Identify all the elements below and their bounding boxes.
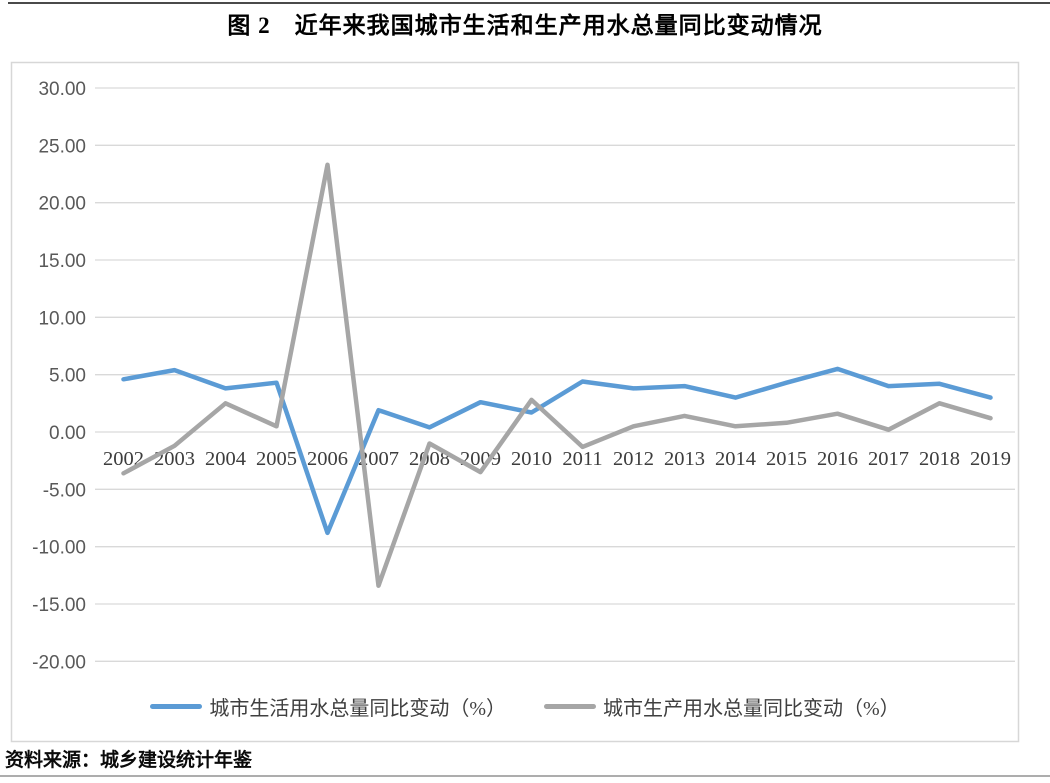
legend-label-production-water: 城市生产用水总量同比变动（%） bbox=[603, 698, 900, 720]
top-divider bbox=[8, 2, 1050, 4]
source-note: 资料来源：城乡建设统计年鉴 bbox=[5, 750, 253, 771]
x-axis-labels: 2002 2003 2004 2005 2006 2007 2008 2009 2010 2011… bbox=[103, 448, 1011, 470]
x-tick-label: 2005 bbox=[256, 448, 297, 470]
x-tick-label: 2008 bbox=[409, 448, 450, 470]
chart-title: 图 2 近年来我国城市生活和生产用水总量同比变动情况 bbox=[227, 13, 823, 38]
series-lines-group bbox=[121, 162, 993, 588]
x-tick-label: 2017 bbox=[868, 448, 909, 470]
x-tick-label: 2002 bbox=[103, 448, 144, 470]
y-tick-label: -10.00 bbox=[32, 538, 86, 559]
y-tick-label: -5.00 bbox=[43, 480, 86, 501]
x-tick-label: 2019 bbox=[970, 448, 1011, 470]
y-tick-label: 5.00 bbox=[49, 366, 86, 387]
y-tick-label: 30.00 bbox=[38, 79, 86, 100]
x-tick-label: 2004 bbox=[205, 448, 246, 470]
y-tick-label: -20.00 bbox=[32, 652, 86, 673]
domestic-water-line-swatch-icon bbox=[150, 704, 203, 709]
series-line-1 bbox=[121, 162, 993, 588]
x-tick-label: 2014 bbox=[715, 448, 756, 470]
production-water-line-swatch-icon bbox=[544, 704, 596, 709]
x-tick-label: 2013 bbox=[664, 448, 705, 470]
x-tick-label: 2010 bbox=[511, 448, 552, 470]
y-tick-label: 10.00 bbox=[38, 308, 86, 329]
legend: 城市生活用水总量同比变动（%） 城市生产用水总量同比变动（%） bbox=[0, 692, 1050, 721]
series-line-0 bbox=[121, 366, 993, 536]
legend-item-domestic-water: 城市生活用水总量同比变动（%） bbox=[150, 692, 506, 721]
chart-border bbox=[10, 61, 1020, 743]
bottom-divider bbox=[0, 775, 1050, 777]
y-axis-labels: 30.00 25.00 20.00 15.00 10.00 5.00 0.00 -5.00 -1… bbox=[32, 79, 86, 673]
x-tick-label: 2012 bbox=[613, 448, 654, 470]
y-tick-label: 15.00 bbox=[38, 251, 86, 272]
x-tick-label: 2007 bbox=[358, 448, 399, 470]
y-tick-label: 25.00 bbox=[38, 136, 86, 157]
x-tick-label: 2018 bbox=[919, 448, 960, 470]
y-tick-label: 20.00 bbox=[38, 194, 86, 215]
legend-item-production-water: 城市生产用水总量同比变动（%） bbox=[544, 692, 900, 721]
x-tick-label: 2015 bbox=[766, 448, 807, 470]
x-tick-label: 2006 bbox=[307, 448, 348, 470]
y-tick-label: -15.00 bbox=[32, 595, 86, 616]
x-tick-label: 2016 bbox=[817, 448, 858, 470]
y-tick-label: 0.00 bbox=[49, 423, 86, 444]
x-tick-label: 2011 bbox=[562, 448, 602, 470]
gridlines-group bbox=[95, 87, 1015, 662]
legend-label-domestic-water: 城市生活用水总量同比变动（%） bbox=[209, 698, 506, 720]
